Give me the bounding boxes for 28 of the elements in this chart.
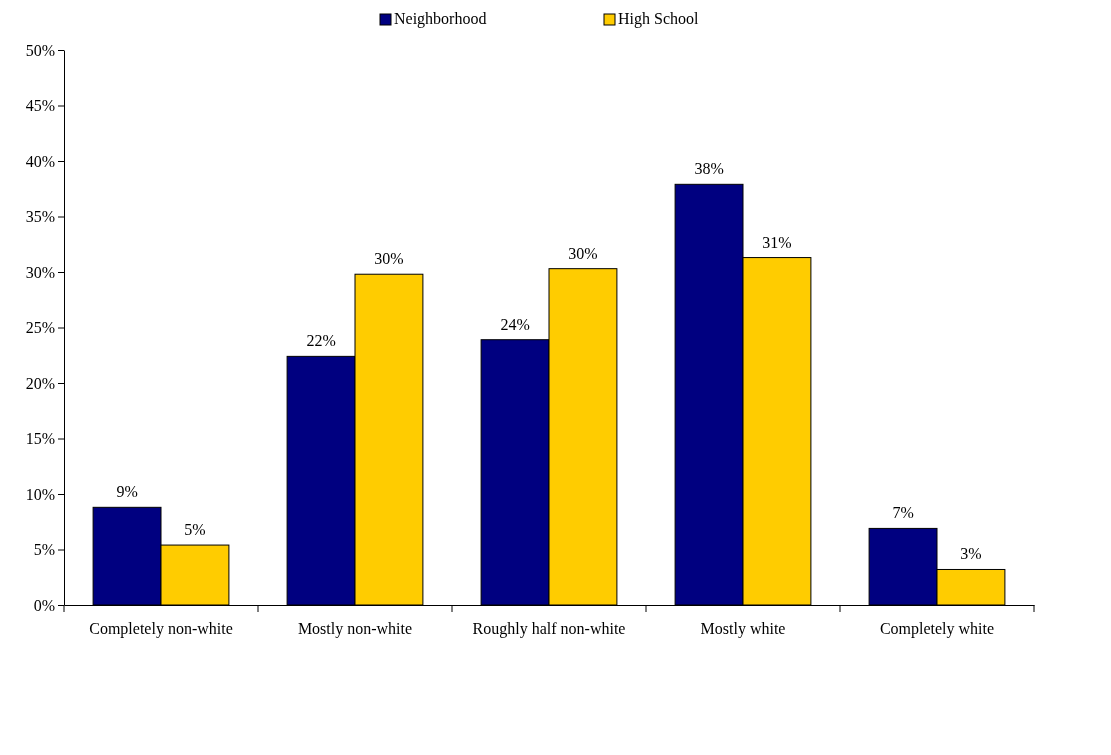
data-label: 30% — [568, 244, 598, 262]
x-tick-label: Completely white — [879, 619, 995, 638]
data-label: 7% — [892, 504, 914, 522]
x-tick-label: Completely non-white — [89, 619, 233, 638]
y-tick-label: 40% — [25, 152, 55, 170]
legend-label: Neighborhood — [394, 10, 487, 28]
y-tick-label: 10% — [25, 485, 55, 503]
x-tick-label: Mostly white — [700, 619, 786, 638]
y-tick-label: 35% — [25, 208, 55, 226]
data-label: 5% — [184, 521, 206, 539]
data-label: 3% — [960, 545, 982, 563]
y-tick-label: 50% — [25, 41, 55, 59]
x-tick-label: Roughly half non-white — [472, 619, 626, 638]
y-tick-label: 0% — [33, 596, 55, 614]
data-label: 31% — [762, 233, 792, 251]
data-label: 30% — [374, 250, 404, 268]
data-label: 22% — [306, 332, 336, 350]
legend-label: High School — [618, 10, 699, 28]
y-tick-label: 45% — [25, 97, 55, 115]
y-tick-label: 5% — [33, 541, 55, 559]
data-label: 38% — [694, 160, 724, 178]
y-tick-label: 25% — [25, 319, 55, 337]
y-tick-label: 20% — [25, 374, 55, 392]
data-label: 9% — [116, 483, 138, 501]
y-tick-label: 15% — [25, 430, 55, 448]
x-tick-label: Mostly non-white — [297, 619, 413, 638]
data-label: 24% — [500, 315, 530, 333]
y-tick-label: 30% — [25, 263, 55, 281]
